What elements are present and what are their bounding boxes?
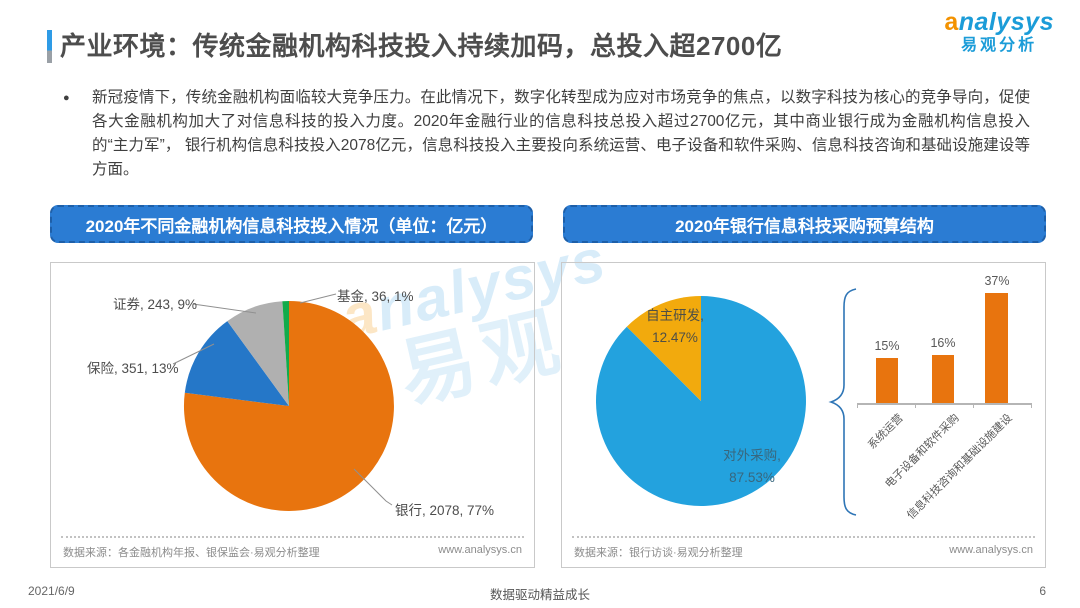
pie-label-funds: 基金, 36, 1%	[337, 289, 414, 304]
right-chart-title: 2020年银行信息科技采购预算结构	[563, 205, 1046, 243]
pie-label-banks: 银行, 2078, 77%	[395, 503, 495, 518]
axis-tick	[1031, 403, 1032, 408]
pie-slice-funds	[282, 300, 289, 406]
pie-label-insurance: 保险, 351, 13%	[87, 361, 179, 376]
title-accent-bar	[47, 30, 52, 63]
bar-value-1: 15%	[874, 339, 900, 353]
bar-value-2: 16%	[930, 336, 956, 350]
bullet-icon: ●	[63, 92, 70, 104]
bar-system-operation	[876, 358, 898, 403]
analysys-logo: analysys 易观分析	[944, 10, 1054, 54]
right-chart-url: www.analysys.cn	[949, 544, 1033, 556]
bar-equipment-software	[932, 355, 954, 403]
right-chart-panel: 自主研发, 12.47% 对外采购, 87.53% 15% 16% 37% 系统…	[561, 262, 1046, 568]
footer-date: 2021/6/9	[28, 584, 75, 598]
pie-slice-insurance	[184, 321, 289, 406]
left-chart-url: www.analysys.cn	[438, 544, 522, 556]
bar-axis	[857, 403, 1032, 405]
logo-brand-cn-text: 易观分析	[961, 37, 1038, 54]
institutions-pie-chart	[183, 300, 394, 511]
axis-tick	[973, 403, 974, 408]
summary-paragraph: 新冠疫情下，传统金融机构面临较大竞争压力。在此情况下，数字化转型成为应对市场竞争…	[92, 89, 1030, 178]
pie-label-outsource: 对外采购, 87.53%	[712, 445, 792, 489]
axis-tick	[857, 403, 858, 408]
pie-slice-inhouse	[626, 296, 701, 401]
pie-label-inhouse: 自主研发, 12.47%	[636, 305, 714, 349]
pie-label-inhouse-name: 自主研发,	[646, 308, 704, 323]
footer-page-number: 6	[1039, 584, 1046, 598]
left-chart-source: 数据来源：各金融机构年报、银保监会·易观分析整理	[63, 547, 320, 559]
pie-label-outsource-value: 87.53%	[729, 470, 775, 485]
axis-tick	[915, 403, 916, 408]
left-chart-title: 2020年不同金融机构信息科技投入情况（单位：亿元）	[50, 205, 533, 243]
pie-slice-outsource	[595, 296, 806, 506]
brace-connector	[828, 288, 857, 516]
logo-brand-text: analysys	[944, 8, 1054, 36]
bar-value-3: 37%	[984, 274, 1010, 288]
panel-separator	[61, 536, 524, 538]
bar-category-3: 信息科技咨询和基础设施建设	[905, 412, 1015, 522]
bar-consulting-infrastructure	[985, 293, 1008, 403]
panel-separator	[572, 536, 1035, 538]
pie-leader-lines	[172, 293, 393, 506]
pie-slice-securities	[227, 301, 289, 406]
footer-slogan: 数据驱动精益成长	[489, 588, 590, 602]
left-chart-panel: 证券, 243, 9% 基金, 36, 1% 保险, 351, 13% 银行, …	[50, 262, 535, 568]
page-title: 产业环境：传统金融机构科技投入持续加码，总投入超2700亿	[60, 31, 783, 61]
right-chart-source: 数据来源：银行访谈·易观分析整理	[574, 547, 743, 559]
pie-slice-banks	[183, 301, 394, 511]
pie-label-inhouse-value: 12.47%	[652, 330, 698, 345]
procurement-pie-chart	[595, 296, 806, 506]
pie-label-securities: 证券, 243, 9%	[113, 297, 198, 312]
pie-label-outsource-name: 对外采购,	[723, 448, 781, 463]
bar-category-1: 系统运营	[866, 412, 906, 452]
